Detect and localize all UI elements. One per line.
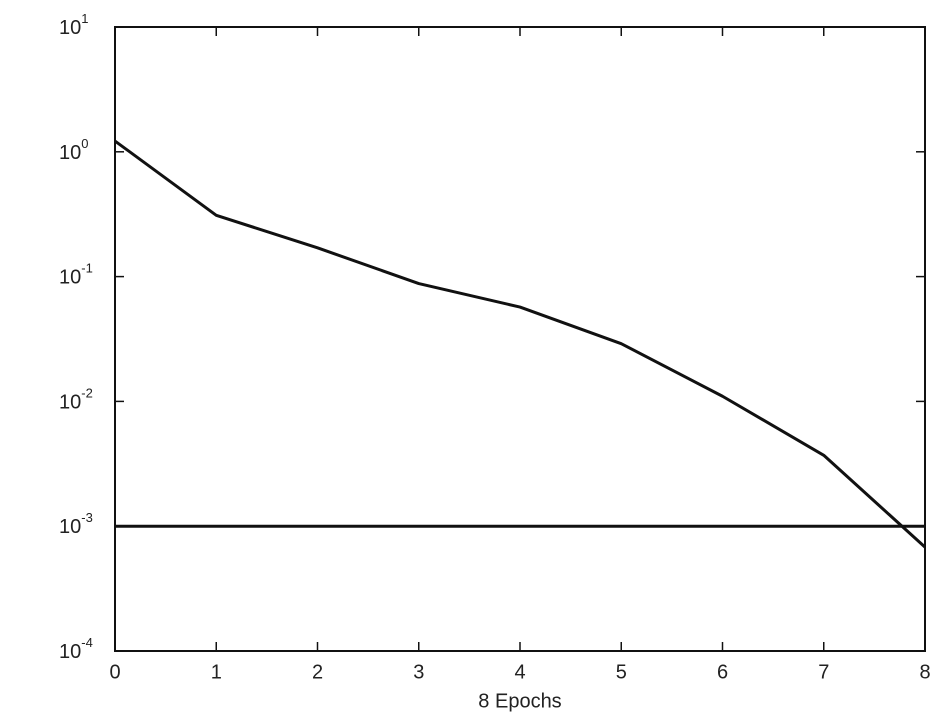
x-tick-label: 5 [616,661,627,683]
y-tick-label: 100 [59,136,88,164]
x-tick-label: 1 [211,661,222,683]
y-tick-exponent: -2 [81,386,93,401]
y-tick-label: 10-3 [59,511,93,539]
x-tick-label: 2 [312,661,323,683]
y-tick-base: 10 [59,392,81,414]
y-tick-exponent: 1 [81,11,88,26]
plot-frame [114,26,926,652]
x-tick-label: 8 [919,661,930,683]
x-tick-label: 4 [514,661,525,683]
y-tick-base: 10 [59,267,81,289]
x-tick-label: 6 [717,661,728,683]
y-tick-label: 10-4 [59,635,93,663]
y-tick-base: 10 [59,17,81,39]
x-tick-label: 0 [109,661,120,683]
y-tick-base: 10 [59,641,81,663]
y-tick-label: 10-2 [59,386,93,414]
y-tick-exponent: 0 [81,136,88,151]
x-tick-label: 3 [413,661,424,683]
x-tick-label: 7 [818,661,829,683]
series-line [114,139,927,549]
y-tick-base: 10 [59,142,81,164]
y-tick-exponent: -1 [81,261,93,276]
y-tick-exponent: -3 [81,511,93,526]
y-tick-base: 10 [59,516,81,538]
y-tick-label: 101 [59,11,88,39]
y-tick-label: 10-1 [59,261,93,289]
x-axis-label: 8 Epochs [478,690,561,712]
y-tick-exponent: -4 [81,635,93,650]
